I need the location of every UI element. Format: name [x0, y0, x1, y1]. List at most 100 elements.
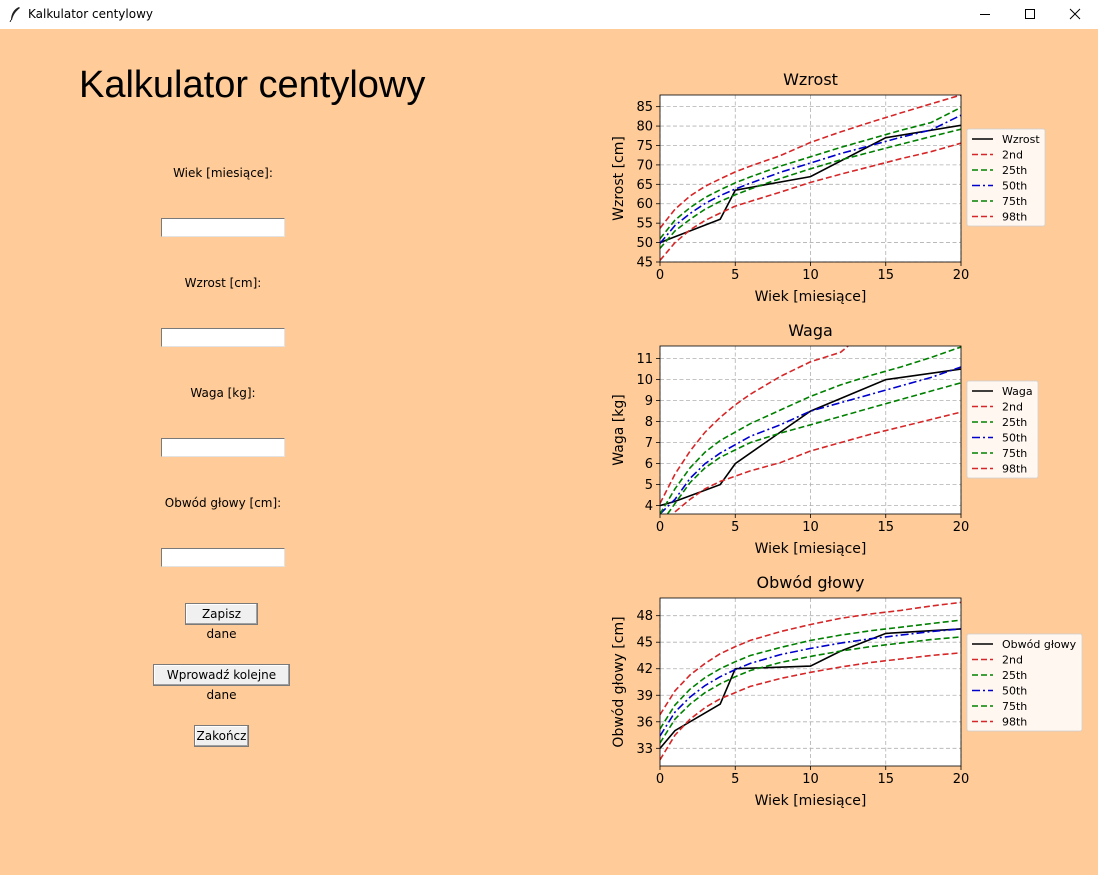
- legend-entry: 2nd: [1002, 149, 1023, 162]
- close-icon: [1069, 8, 1081, 20]
- chart-legend: Wzrost 2nd 25th 50th 75th 98th: [966, 128, 1046, 227]
- y-tick-label: 36: [636, 715, 653, 730]
- y-axis-label: Waga [kg]: [611, 394, 627, 465]
- y-tick-label: 75: [636, 139, 653, 154]
- y-tick-label: 4: [645, 499, 653, 514]
- minimize-button[interactable]: [962, 0, 1008, 29]
- window-titlebar: Kalkulator centylowy: [0, 0, 1098, 29]
- age-input[interactable]: [161, 218, 285, 237]
- chart-1: 0 5 10 15 20 4 5 6 7 8 9 10 11 Waga Wiek [miesiące] Wag…: [611, 321, 1039, 557]
- y-tick-label: 60: [636, 197, 653, 212]
- plot-frame: [659, 597, 962, 767]
- series-line-75th: [660, 619, 961, 730]
- legend-entry: 2nd: [1002, 401, 1023, 414]
- y-axis-label: Wzrost [cm]: [611, 136, 627, 221]
- y-tick-label: 5: [645, 478, 653, 493]
- plot-frame: [659, 94, 962, 263]
- y-tick-label: 8: [645, 415, 653, 430]
- series-group: [660, 601, 961, 761]
- x-tick-label: 0: [656, 772, 664, 787]
- series-line-50th: [660, 366, 961, 514]
- series-line-50th: [660, 114, 961, 244]
- x-tick-label: 5: [731, 268, 739, 283]
- series-line-25th: [660, 128, 961, 249]
- maximize-icon: [1025, 9, 1035, 19]
- y-tick-label: 48: [636, 609, 653, 624]
- series-line-98th: [660, 346, 849, 504]
- plot-frame: [659, 345, 962, 515]
- maximize-button[interactable]: [1007, 0, 1053, 29]
- chart-title: Obwód głowy: [757, 573, 865, 592]
- x-tick-label: 10: [802, 772, 819, 787]
- legend-entry: 2nd: [1002, 654, 1023, 667]
- window-title: Kalkulator centylowy: [28, 7, 153, 21]
- legend-entry: 98th: [1002, 716, 1027, 729]
- y-tick-label: 45: [636, 256, 653, 271]
- y-axis-label: Obwód głowy [cm]: [611, 616, 627, 747]
- x-tick-label: 10: [802, 268, 819, 283]
- legend-entry: 98th: [1002, 463, 1027, 476]
- head-circumference-input[interactable]: [161, 548, 285, 567]
- legend-entry: 25th: [1002, 669, 1027, 682]
- series-line-Waga: [660, 368, 961, 507]
- chart-title: Wzrost: [783, 70, 838, 89]
- plot-area: [660, 95, 961, 262]
- x-tick-label: 10: [802, 520, 819, 535]
- legend-box: [966, 633, 1083, 732]
- legend-box: [966, 380, 1039, 479]
- age-label: Wiek [miesiące]:: [173, 166, 273, 180]
- plot-area: [660, 598, 961, 766]
- series-line-50th: [660, 628, 961, 737]
- y-tick-label: 10: [636, 373, 653, 388]
- x-tick-label: 15: [877, 268, 894, 283]
- plot-area: [660, 346, 961, 514]
- x-tick-label: 20: [953, 772, 970, 787]
- y-tick-label: 65: [636, 178, 653, 193]
- chart-legend: Obwód głowy 2nd 25th 50th 75th 98th: [966, 633, 1083, 732]
- legend-entry: 75th: [1002, 195, 1027, 208]
- x-axis-label: Wiek [miesiące]: [755, 541, 867, 557]
- series-line-98th: [660, 601, 961, 716]
- legend-entry: 50th: [1002, 685, 1027, 698]
- x-tick-label: 15: [877, 772, 894, 787]
- weight-input[interactable]: [161, 438, 285, 457]
- quit-button[interactable]: Zakończ: [194, 725, 249, 747]
- y-tick-label: 9: [645, 394, 653, 409]
- legend-entry: Obwód głowy: [1002, 638, 1077, 651]
- legend-box: [966, 128, 1046, 227]
- legend-entry: 50th: [1002, 432, 1027, 445]
- y-tick-label: 6: [645, 457, 653, 472]
- series-line-2nd: [674, 411, 961, 513]
- chart-2: 0 5 10 15 20 33 36 39 42 45 48 Obwód głowy Wiek [mie…: [611, 573, 1083, 809]
- x-tick-label: 0: [656, 520, 664, 535]
- close-button[interactable]: [1052, 0, 1098, 29]
- legend-entry: 25th: [1002, 164, 1027, 177]
- y-tick-label: 33: [636, 742, 653, 757]
- height-input[interactable]: [161, 328, 285, 347]
- series-group: [660, 95, 961, 261]
- y-tick-label: 85: [636, 100, 653, 115]
- series-line-75th: [660, 346, 961, 514]
- series-line-Wzrost: [660, 124, 961, 244]
- series-line-75th: [660, 106, 961, 240]
- x-axis-label: Wiek [miesiące]: [755, 289, 867, 305]
- height-label: Wzrost [cm]:: [184, 276, 262, 290]
- x-axis-label: Wiek [miesiące]: [755, 793, 867, 809]
- x-tick-label: 5: [731, 520, 739, 535]
- x-tick-label: 20: [953, 268, 970, 283]
- legend-entry: 50th: [1002, 180, 1027, 193]
- y-tick-label: 70: [636, 158, 653, 173]
- series-line-2nd: [660, 652, 961, 761]
- series-line-98th: [660, 95, 961, 229]
- save-button[interactable]: Zapisz dane: [185, 603, 258, 641]
- series-line-25th: [660, 636, 961, 744]
- y-tick-label: 50: [636, 236, 653, 251]
- y-tick-label: 80: [636, 120, 653, 135]
- y-tick-label: 42: [636, 662, 653, 677]
- series-group: [660, 346, 961, 514]
- page-title: Kalkulator centylowy: [79, 64, 426, 106]
- series-line-25th: [666, 382, 961, 514]
- legend-entry: Waga: [1002, 385, 1033, 398]
- series-line-Obwód głowy: [660, 628, 961, 749]
- next-entry-button[interactable]: Wprowadź kolejne dane: [153, 664, 290, 702]
